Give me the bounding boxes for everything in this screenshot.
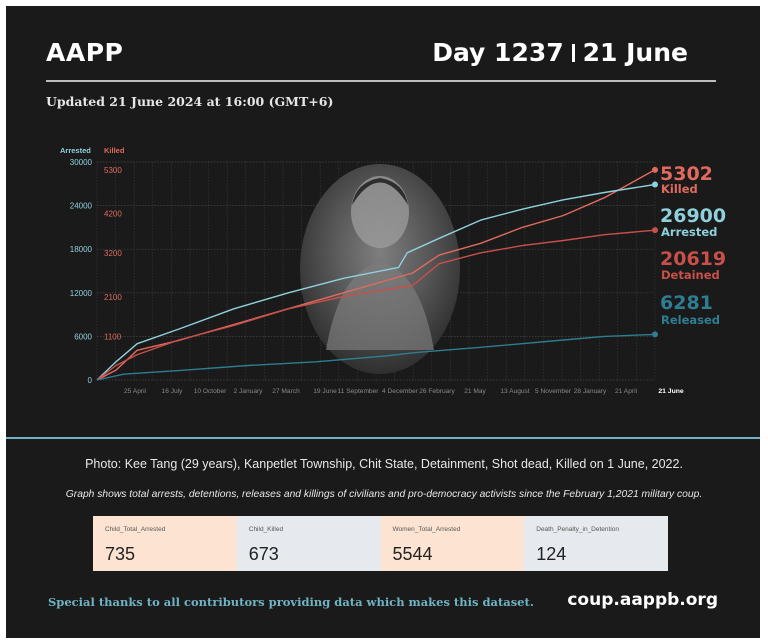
series-end-marker [652,331,658,338]
x-tick-label: 4 December [382,388,419,395]
left-tick-label: 18000 [70,245,93,254]
series-end-marker [652,166,658,173]
stat-value: 735 [105,544,136,564]
end-value-killed: 5302 [660,163,713,185]
updated-timestamp: Updated 21 June 2024 at 16:00 (GMT+6) [46,94,334,109]
right-tick-label: 1100 [104,332,122,341]
end-label-killed: Killed [661,182,698,196]
photo-caption: Photo: Kee Tang (29 years), Kanpetlet To… [85,457,683,471]
x-tick-label: 16 July [162,388,184,395]
end-label-released: Released [661,313,720,327]
stat-card-child-killed: Child_Killed 673 [236,516,381,571]
left-tick-label: 24000 [70,202,93,211]
series-end-marker [652,181,658,188]
end-value-detained: 20619 [660,248,726,270]
series-line-detained [96,229,656,381]
brand-title: AAPP [46,38,124,67]
victim-portrait [300,164,460,374]
series-line-killed [96,169,656,381]
stat-label: Child_Killed [248,526,284,533]
x-tick-label: 13 August [500,388,529,395]
stat-label: Child_Total_Arrested [105,526,166,533]
x-tick-label: 26 February [419,388,455,395]
left-tick-label: 30000 [70,158,93,167]
end-value-released: 6281 [660,292,713,314]
day-label: Day 1237 [432,38,564,67]
x-tick-label: 27 March [272,388,300,395]
day-counter: Day 1237 21 June [432,38,688,67]
x-tick-label: 5 November [535,388,572,395]
section-divider [6,437,760,439]
right-tick-label: 4200 [104,210,122,219]
end-label-arrested: Arrested [661,225,717,239]
x-tick-label: 21 April [615,388,638,395]
site-url[interactable]: coup.aappb.org [567,590,718,610]
end-value-arrested: 26900 [660,205,726,227]
stat-value: 124 [536,544,567,564]
stat-card-death-penalty: Death_Penalty_in_Detention 124 [524,516,668,571]
graph-caption: Graph shows total arrests, detentions, r… [65,489,703,500]
x-tick-label: 21 June [658,388,684,395]
left-axis-title: Arrested [60,146,91,155]
series-line-arrested [96,183,656,381]
left-tick-label: 0 [88,376,93,385]
stat-value: 5544 [392,544,433,564]
right-tick-label: 3200 [104,249,122,258]
right-axis-title: Killed [104,146,125,155]
thanks-note: Special thanks to all contributors provi… [48,595,534,609]
stats-strip: Child_Total_Arrested 735 Child_Killed 67… [93,516,668,571]
series-line-released [96,333,656,381]
date-label: 21 June [582,38,688,67]
separator [571,44,575,62]
stat-label: Women_Total_Arrested [392,526,461,533]
x-tick-label: 25 April [124,388,147,395]
x-tick-label: 2 January [234,388,264,395]
stat-value: 673 [248,544,279,564]
right-tick-label: 2100 [104,293,122,302]
cumulative-chart: Arrested Killed 0 6000 12000 18000 24000 30000 1… [60,146,726,395]
stat-card-women-arrested: Women_Total_Arrested 5544 [380,516,525,571]
x-tick-label: 10 October [194,388,227,395]
x-tick-label: 11 September [338,388,380,395]
end-label-detained: Detained [661,268,720,282]
left-tick-label: 6000 [74,332,92,341]
x-tick-label: 19 June [313,388,337,395]
header-rule [46,80,716,82]
x-tick-label: 21 May [464,388,486,395]
stat-label: Death_Penalty_in_Detention [536,526,620,533]
right-tick-label: 5300 [104,166,122,175]
stat-card-child-arrested: Child_Total_Arrested 735 [93,516,237,571]
x-tick-label: 28 January [574,388,607,395]
left-tick-label: 12000 [70,289,93,298]
series-end-marker [652,227,658,234]
